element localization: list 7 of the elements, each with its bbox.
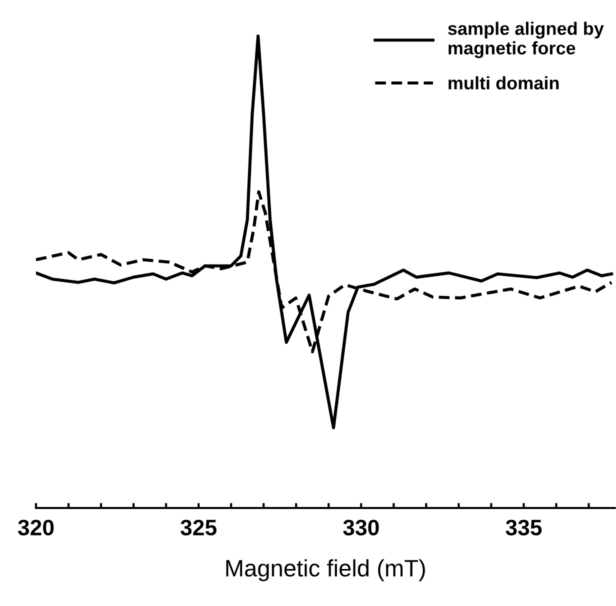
x-axis-title: Magnetic field (mT) xyxy=(226,559,425,582)
x-tick-label: 325 xyxy=(180,520,216,536)
x-tick-label: 335 xyxy=(506,520,542,536)
legend-label: sample aligned by magnetic force xyxy=(448,22,604,58)
x-tick-label: 320 xyxy=(18,520,54,536)
x-tick-label: 330 xyxy=(343,520,379,536)
legend-label: multi domain xyxy=(448,76,559,90)
